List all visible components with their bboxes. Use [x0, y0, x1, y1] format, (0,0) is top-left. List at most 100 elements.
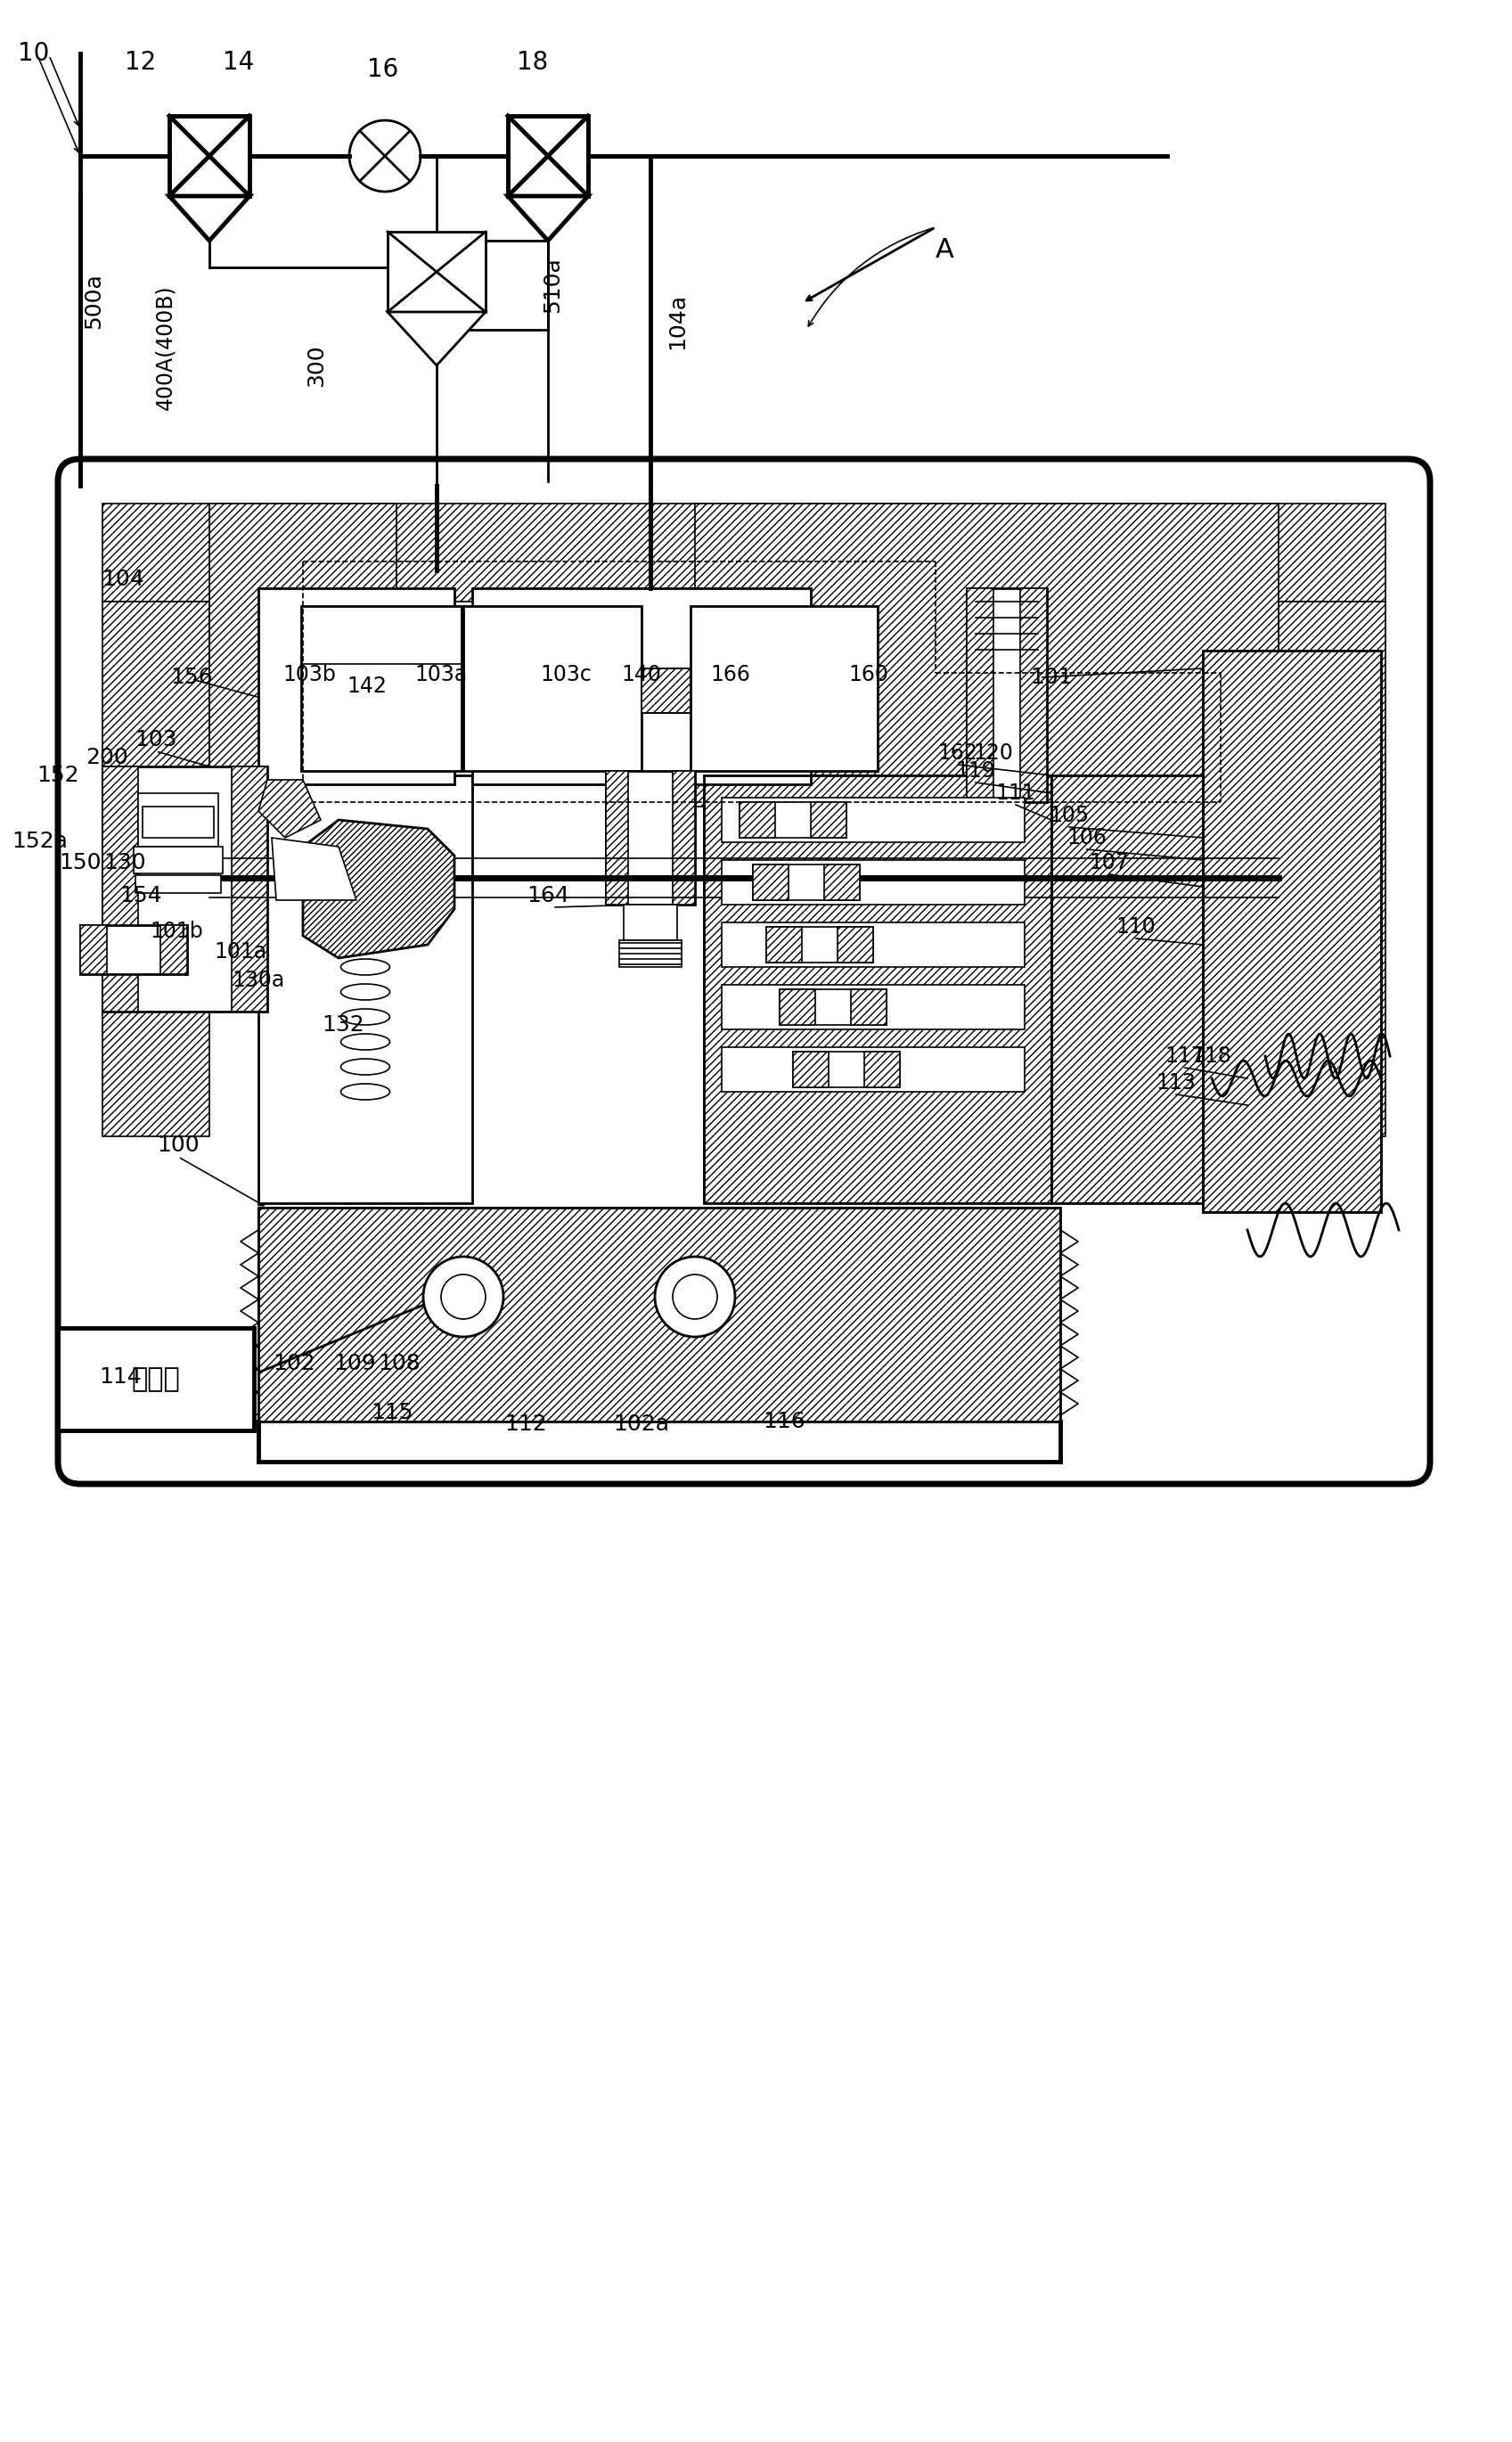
Text: 150: 150: [59, 852, 101, 874]
Bar: [792, 1053, 900, 1087]
Bar: [103, 503, 1385, 601]
Text: 105: 105: [1049, 806, 1089, 825]
Polygon shape: [302, 821, 455, 957]
Bar: [739, 801, 847, 838]
Polygon shape: [272, 838, 357, 901]
Text: A: A: [934, 237, 954, 261]
Text: 发动机: 发动机: [132, 1365, 180, 1392]
Bar: [259, 589, 455, 784]
Text: 130a: 130a: [231, 969, 284, 991]
Bar: [810, 801, 847, 838]
Text: 104: 104: [101, 569, 144, 591]
Bar: [721, 799, 1025, 842]
Bar: [136, 874, 221, 894]
Text: 142: 142: [348, 676, 387, 696]
Bar: [103, 767, 138, 1011]
Text: 103c: 103c: [540, 664, 591, 686]
Text: 119: 119: [956, 759, 995, 781]
Bar: [721, 984, 1025, 1031]
Text: 117: 117: [1166, 1045, 1205, 1067]
Bar: [169, 115, 249, 195]
Text: 200: 200: [86, 747, 129, 769]
Bar: [138, 794, 218, 847]
Text: 12: 12: [125, 49, 156, 76]
Bar: [753, 864, 860, 901]
Bar: [1204, 650, 1380, 1211]
Bar: [259, 777, 472, 1204]
Bar: [160, 926, 187, 974]
Text: 10: 10: [18, 42, 50, 66]
Bar: [1021, 589, 1046, 801]
Bar: [966, 589, 1046, 801]
Bar: [966, 589, 993, 801]
Bar: [641, 669, 691, 713]
Bar: [705, 777, 1051, 1204]
Text: 132: 132: [322, 1013, 364, 1035]
Bar: [1204, 650, 1380, 1211]
Bar: [824, 864, 860, 901]
Text: 166: 166: [711, 664, 750, 686]
Bar: [792, 1053, 829, 1087]
Bar: [780, 989, 886, 1026]
Bar: [103, 601, 209, 1136]
Text: 101b: 101b: [150, 921, 203, 943]
Text: 104a: 104a: [667, 293, 688, 349]
Text: 110: 110: [1116, 916, 1157, 938]
Text: 116: 116: [762, 1411, 806, 1431]
Text: 400A(400B): 400A(400B): [154, 286, 175, 410]
Text: 100: 100: [157, 1136, 200, 1155]
Text: 500a: 500a: [83, 274, 104, 330]
Text: 118: 118: [1191, 1045, 1232, 1067]
Text: 152: 152: [36, 764, 79, 786]
FancyBboxPatch shape: [57, 459, 1430, 1485]
Bar: [387, 232, 485, 313]
Text: 101a: 101a: [215, 940, 268, 962]
Bar: [472, 589, 810, 784]
Polygon shape: [169, 195, 249, 242]
Text: 112: 112: [505, 1414, 547, 1436]
Text: 109: 109: [333, 1353, 376, 1375]
Bar: [606, 772, 696, 904]
Text: 106: 106: [1067, 828, 1107, 847]
Text: 108: 108: [378, 1353, 420, 1375]
Bar: [865, 1053, 900, 1087]
Polygon shape: [387, 313, 485, 366]
Bar: [620, 940, 682, 967]
Bar: [508, 115, 588, 195]
Bar: [780, 989, 815, 1026]
Text: 102a: 102a: [614, 1414, 670, 1436]
Bar: [696, 503, 1279, 806]
Text: 130: 130: [103, 852, 147, 874]
Bar: [721, 860, 1025, 904]
Text: 115: 115: [370, 1402, 413, 1424]
Bar: [705, 777, 1051, 1204]
Bar: [231, 767, 268, 1011]
Bar: [673, 772, 696, 904]
Text: 103a: 103a: [414, 664, 467, 686]
Bar: [133, 847, 222, 874]
Circle shape: [655, 1258, 735, 1336]
Bar: [57, 1328, 254, 1431]
Text: 102: 102: [272, 1353, 316, 1375]
Polygon shape: [259, 779, 321, 838]
Text: 162: 162: [937, 742, 978, 764]
Bar: [259, 1209, 1060, 1421]
Bar: [142, 806, 213, 838]
Text: 510a: 510a: [541, 256, 562, 313]
Text: 14: 14: [224, 49, 254, 76]
Bar: [1051, 777, 1204, 1204]
Bar: [767, 928, 872, 962]
Bar: [606, 772, 627, 904]
Text: 111: 111: [996, 781, 1036, 803]
Text: 18: 18: [517, 49, 549, 76]
Text: 107: 107: [1089, 852, 1129, 874]
Bar: [691, 606, 877, 772]
Bar: [767, 928, 801, 962]
Polygon shape: [508, 195, 588, 242]
Text: 152a: 152a: [12, 830, 68, 852]
Circle shape: [423, 1258, 503, 1336]
Text: 120: 120: [974, 742, 1013, 764]
Bar: [463, 606, 641, 772]
Text: 113: 113: [1157, 1072, 1196, 1094]
Text: 101: 101: [1030, 667, 1072, 689]
